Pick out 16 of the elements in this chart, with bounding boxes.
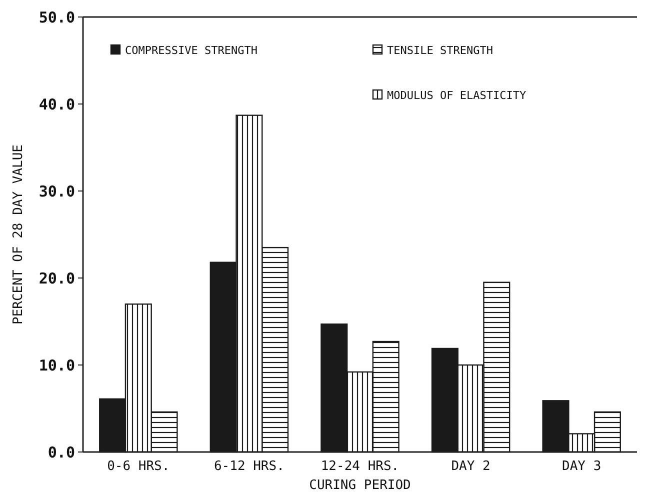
x-tick-label: 6-12 HRS. [214, 459, 284, 474]
legend-label: TENSILE STRENGTH [387, 44, 493, 57]
y-axis-title: PERCENT OF 28 DAY VALUE [11, 144, 26, 325]
x-tick-label: DAY 2 [451, 459, 490, 474]
x-axis-title: CURING PERIOD [309, 478, 412, 493]
y-tick-label: 30.0 [38, 182, 75, 200]
y-tick-label: 50.0 [38, 8, 75, 26]
y-tick-label: 20.0 [38, 269, 75, 288]
x-tick-label: 0-6 HRS. [107, 459, 170, 474]
y-tick-label: 10.0 [38, 356, 75, 374]
legend-label: MODULUS OF ELASTICITY [387, 88, 526, 102]
legend-label: COMPRESSIVE STRENGTH [125, 44, 258, 57]
x-tick-label: DAY 3 [562, 459, 602, 474]
y-tick-label: 0.0 [48, 443, 75, 462]
y-tick-label: 40.0 [38, 95, 75, 114]
x-tick-label: 12-24 HRS. [320, 459, 400, 474]
